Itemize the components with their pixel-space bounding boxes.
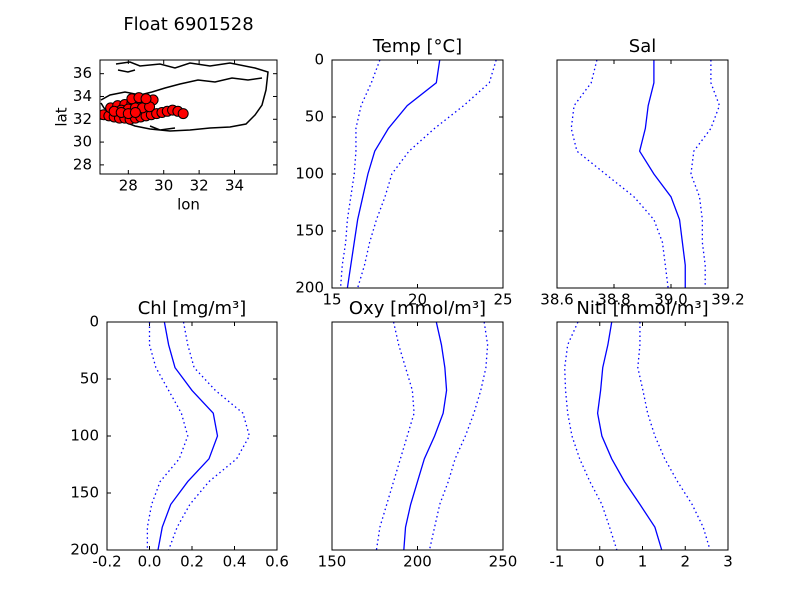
x-tick-label: 39.2 bbox=[711, 291, 744, 309]
x-tick-label: -1 bbox=[550, 553, 565, 571]
y-tick-label: 100 bbox=[70, 427, 99, 445]
coastline bbox=[100, 61, 269, 132]
x-tick-label: 0.6 bbox=[265, 553, 289, 571]
profile-line bbox=[403, 322, 448, 550]
x-tick-label: 25 bbox=[493, 291, 512, 309]
y-tick-label: 50 bbox=[305, 108, 324, 126]
y-tick-label: 150 bbox=[295, 222, 324, 240]
float-position bbox=[140, 93, 152, 105]
profile-line bbox=[357, 60, 497, 288]
x-tick-label: 39.0 bbox=[654, 291, 687, 309]
float-position bbox=[129, 106, 141, 118]
x-tick-label: 38.6 bbox=[540, 291, 573, 309]
chart-title: Niti [mmol/m³] bbox=[576, 298, 708, 319]
profile-line bbox=[375, 322, 415, 550]
x-tick-label: 15 bbox=[322, 291, 341, 309]
x-tick-label: 30 bbox=[154, 177, 173, 195]
x-tick-label: 250 bbox=[489, 553, 518, 571]
x-tick-label: 200 bbox=[403, 553, 432, 571]
profile-line bbox=[346, 60, 441, 288]
x-tick-label: 38.8 bbox=[597, 291, 630, 309]
x-tick-label: 150 bbox=[318, 553, 347, 571]
y-tick-label: 100 bbox=[295, 165, 324, 183]
y-tick-label: 50 bbox=[80, 370, 99, 388]
y-tick-label: 34 bbox=[73, 87, 92, 105]
y-tick-label: 0 bbox=[89, 313, 99, 331]
chart-title: Temp [°C] bbox=[372, 36, 462, 57]
x-tick-label: 0.4 bbox=[223, 553, 247, 571]
axes-frame bbox=[331, 59, 504, 289]
chart-title: Sal bbox=[629, 36, 656, 57]
y-tick-label: 28 bbox=[73, 155, 92, 173]
y-tick-label: 200 bbox=[70, 541, 99, 559]
profile-line bbox=[428, 322, 489, 550]
x-tick-label: 2 bbox=[680, 553, 690, 571]
axes-frame bbox=[106, 321, 278, 551]
y-tick-label: 0 bbox=[314, 51, 324, 69]
y-tick-label: 36 bbox=[73, 64, 92, 82]
x-tick-label: 32 bbox=[190, 177, 209, 195]
profile-line bbox=[637, 322, 711, 550]
y-tick-label: 32 bbox=[73, 110, 92, 128]
y-tick-label: 200 bbox=[295, 279, 324, 297]
x-axis-label: lon bbox=[177, 196, 200, 214]
x-tick-label: 1 bbox=[638, 553, 648, 571]
profile-line bbox=[596, 322, 663, 550]
y-tick-label: 30 bbox=[73, 133, 92, 151]
float-position bbox=[177, 108, 189, 120]
profile-line bbox=[157, 322, 219, 550]
x-tick-label: 3 bbox=[723, 553, 733, 571]
axes-frame bbox=[556, 321, 729, 551]
x-tick-label: 0.0 bbox=[138, 553, 162, 571]
chart-title: Chl [mg/m³] bbox=[138, 298, 247, 319]
profile-line bbox=[146, 322, 189, 550]
y-axis-label: lat bbox=[53, 107, 71, 126]
chart-title: Oxy [mmol/m³] bbox=[349, 298, 486, 319]
axes-frame bbox=[556, 59, 729, 289]
x-tick-label: 0.2 bbox=[180, 553, 204, 571]
axes-frame bbox=[331, 321, 504, 551]
y-tick-label: 150 bbox=[70, 484, 99, 502]
profile-line bbox=[690, 60, 721, 288]
x-tick-label: 20 bbox=[408, 291, 427, 309]
profile-line bbox=[638, 60, 686, 288]
x-tick-label: 34 bbox=[225, 177, 244, 195]
x-tick-label: 0 bbox=[595, 553, 605, 571]
x-tick-label: -0.2 bbox=[92, 553, 121, 571]
chart-title: Float 6901528 bbox=[123, 14, 253, 35]
x-tick-label: 28 bbox=[119, 177, 138, 195]
profile-line bbox=[339, 60, 381, 288]
axes-frame bbox=[99, 59, 278, 175]
